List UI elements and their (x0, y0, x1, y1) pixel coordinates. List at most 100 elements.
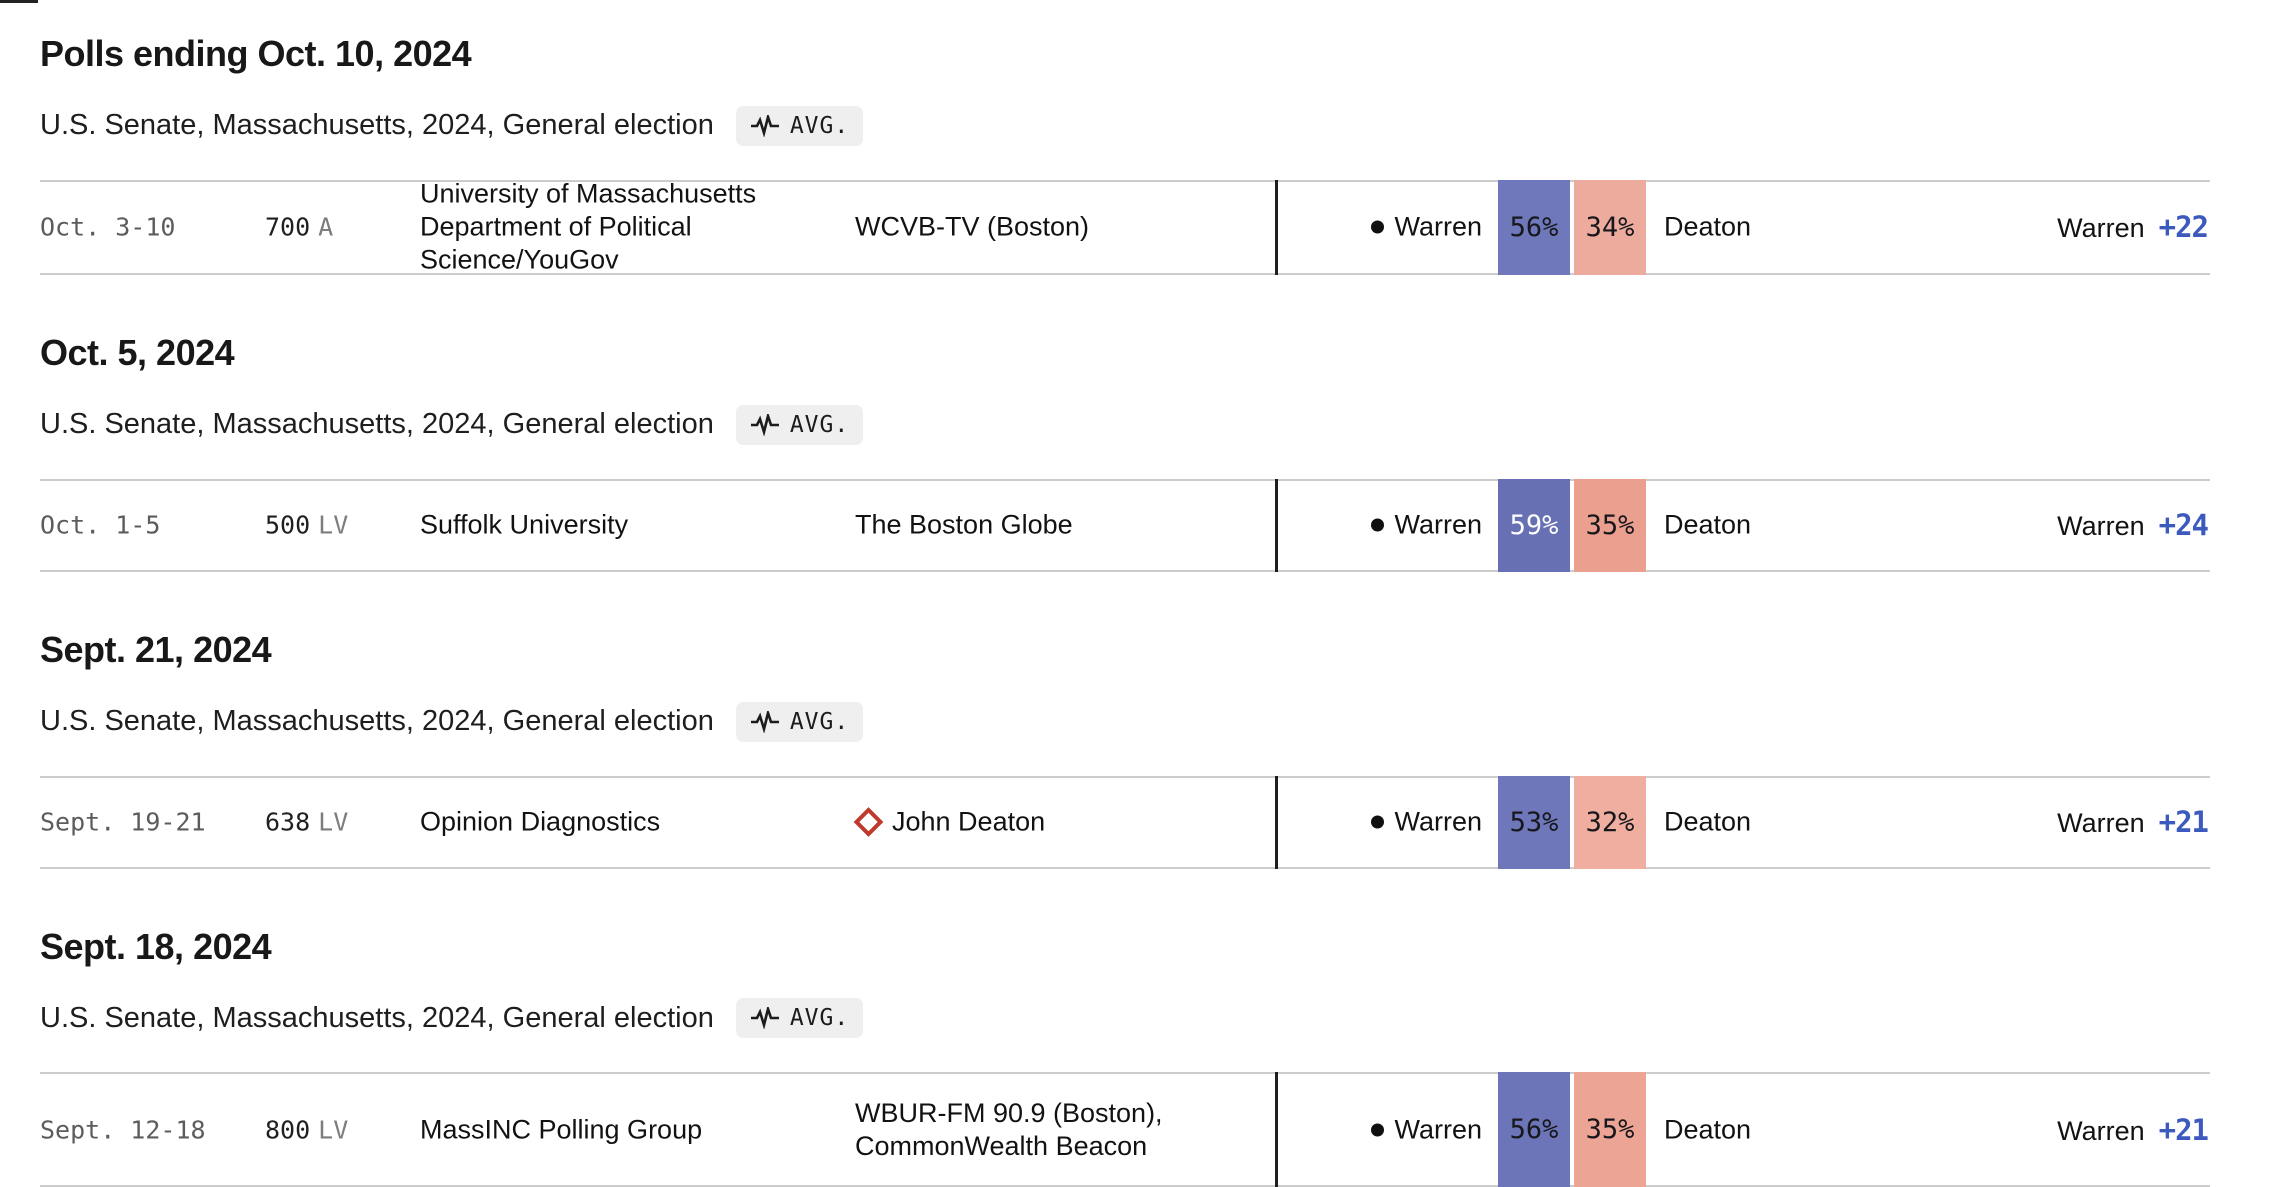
race-label: U.S. Senate, Massachusetts, 2024, Genera… (40, 408, 714, 441)
race-label: U.S. Senate, Massachusetts, 2024, Genera… (40, 109, 714, 142)
candidate1-cell: Warren (1280, 1114, 1482, 1145)
poll-section: Sept. 18, 2024 U.S. Senate, Massachusett… (40, 925, 2210, 1187)
sample-size: 700 (265, 213, 310, 242)
poll-sample: 700 A (265, 213, 333, 242)
sponsor-label: John Deaton (892, 806, 1045, 839)
sample-size: 500 (265, 511, 310, 540)
candidate1-pct-box: 59% (1498, 479, 1570, 572)
candidate2-name: Deaton (1664, 212, 1751, 243)
section-title: Oct. 5, 2024 (40, 331, 2210, 375)
sample-type: LV (318, 511, 348, 540)
candidate1-name: Warren (1394, 510, 1482, 541)
candidate2-pct-box: 34% (1574, 180, 1646, 275)
poll-section: Oct. 5, 2024 U.S. Senate, Massachusetts,… (40, 331, 2210, 572)
race-label: U.S. Senate, Massachusetts, 2024, Genera… (40, 1002, 714, 1035)
poll-section: Polls ending Oct. 10, 2024 U.S. Senate, … (40, 32, 2210, 275)
poll-dates: Oct. 1-5 (40, 511, 160, 540)
candidate1-cell: Warren (1280, 510, 1482, 541)
race-subtitle-row: U.S. Senate, Massachusetts, 2024, Genera… (40, 106, 2210, 146)
candidate1-pct-box: 56% (1498, 180, 1570, 275)
avg-badge[interactable]: AVG. (736, 405, 863, 445)
top-edge-marker (0, 0, 38, 3)
race-subtitle-row: U.S. Senate, Massachusetts, 2024, Genera… (40, 998, 2210, 1038)
margin-value: +22 (2159, 210, 2208, 244)
margin-leader: Warren (2057, 213, 2145, 244)
polls-list: Polls ending Oct. 10, 2024 U.S. Senate, … (40, 2, 2210, 1187)
section-title: Sept. 21, 2024 (40, 628, 2210, 672)
pollster-link[interactable]: Suffolk University (420, 509, 780, 542)
margin-cell: Warren +21 (2057, 805, 2208, 839)
candidate-sponsor-diamond-icon (854, 807, 884, 837)
incumbent-dot-icon (1371, 1123, 1384, 1136)
candidate2-name: Deaton (1664, 1114, 1751, 1145)
candidate2-name: Deaton (1664, 807, 1751, 838)
race-label: U.S. Senate, Massachusetts, 2024, Genera… (40, 705, 714, 738)
avg-badge[interactable]: AVG. (736, 106, 863, 146)
sample-type: A (318, 213, 333, 242)
margin-value: +21 (2159, 1113, 2208, 1147)
poll-row: Sept. 19-21 638 LV Opinion Diagnostics Jo… (40, 776, 2210, 869)
avg-badge-label: AVG. (790, 113, 849, 139)
incumbent-dot-icon (1371, 816, 1384, 829)
results-divider (1275, 776, 1278, 869)
candidate2-pct-box: 35% (1574, 1072, 1646, 1187)
candidate1-name: Warren (1394, 1114, 1482, 1145)
candidate1-name: Warren (1394, 212, 1482, 243)
poll-dates: Sept. 19-21 (40, 808, 206, 837)
candidate2-name: Deaton (1664, 510, 1751, 541)
margin-cell: Warren +21 (2057, 1113, 2208, 1147)
avg-badge[interactable]: AVG. (736, 998, 863, 1038)
pollster-link[interactable]: University of Massachusetts Department o… (420, 178, 780, 277)
incumbent-dot-icon (1371, 519, 1384, 532)
candidate2-pct-box: 32% (1574, 776, 1646, 869)
candidate1-cell: Warren (1280, 212, 1482, 243)
sponsor-label: WCVB-TV (Boston) (855, 211, 1089, 244)
margin-leader: Warren (2057, 1116, 2145, 1147)
sample-size: 800 (265, 1115, 310, 1144)
poll-sample: 800 LV (265, 1115, 348, 1144)
margin-leader: Warren (2057, 808, 2145, 839)
sample-size: 638 (265, 808, 310, 837)
poll-sponsor: John Deaton (855, 806, 1210, 839)
poll-row: Oct. 1-5 500 LV Suffolk University The Bo… (40, 479, 2210, 572)
results-divider (1275, 479, 1278, 572)
avg-badge-label: AVG. (790, 709, 849, 735)
section-title: Polls ending Oct. 10, 2024 (40, 32, 2210, 76)
pulse-icon (750, 1007, 780, 1029)
margin-cell: Warren +22 (2057, 210, 2208, 244)
sponsor-label: WBUR-FM 90.9 (Boston), CommonWealth Beac… (855, 1097, 1210, 1163)
margin-value: +24 (2159, 508, 2208, 542)
poll-sample: 500 LV (265, 511, 348, 540)
sponsor-label: The Boston Globe (855, 509, 1073, 542)
pollster-link[interactable]: MassINC Polling Group (420, 1113, 780, 1146)
poll-sponsor: The Boston Globe (855, 509, 1210, 542)
candidate1-cell: Warren (1280, 807, 1482, 838)
candidate1-pct-box: 53% (1498, 776, 1570, 869)
poll-dates: Oct. 3-10 (40, 213, 175, 242)
margin-cell: Warren +24 (2057, 508, 2208, 542)
avg-badge-label: AVG. (790, 412, 849, 438)
race-subtitle-row: U.S. Senate, Massachusetts, 2024, Genera… (40, 405, 2210, 445)
pulse-icon (750, 115, 780, 137)
margin-leader: Warren (2057, 511, 2145, 542)
poll-section: Sept. 21, 2024 U.S. Senate, Massachusett… (40, 628, 2210, 869)
poll-sponsor: WBUR-FM 90.9 (Boston), CommonWealth Beac… (855, 1097, 1210, 1163)
poll-dates: Sept. 12-18 (40, 1115, 206, 1144)
avg-badge-label: AVG. (790, 1005, 849, 1031)
pulse-icon (750, 414, 780, 436)
pulse-icon (750, 711, 780, 733)
pollster-link[interactable]: Opinion Diagnostics (420, 806, 780, 839)
results-divider (1275, 180, 1278, 275)
results-divider (1275, 1072, 1278, 1187)
poll-sample: 638 LV (265, 808, 348, 837)
section-title: Sept. 18, 2024 (40, 925, 2210, 969)
sample-type: LV (318, 1115, 348, 1144)
avg-badge[interactable]: AVG. (736, 702, 863, 742)
margin-value: +21 (2159, 805, 2208, 839)
candidate2-pct-box: 35% (1574, 479, 1646, 572)
poll-sponsor: WCVB-TV (Boston) (855, 211, 1210, 244)
sample-type: LV (318, 808, 348, 837)
race-subtitle-row: U.S. Senate, Massachusetts, 2024, Genera… (40, 702, 2210, 742)
incumbent-dot-icon (1371, 221, 1384, 234)
